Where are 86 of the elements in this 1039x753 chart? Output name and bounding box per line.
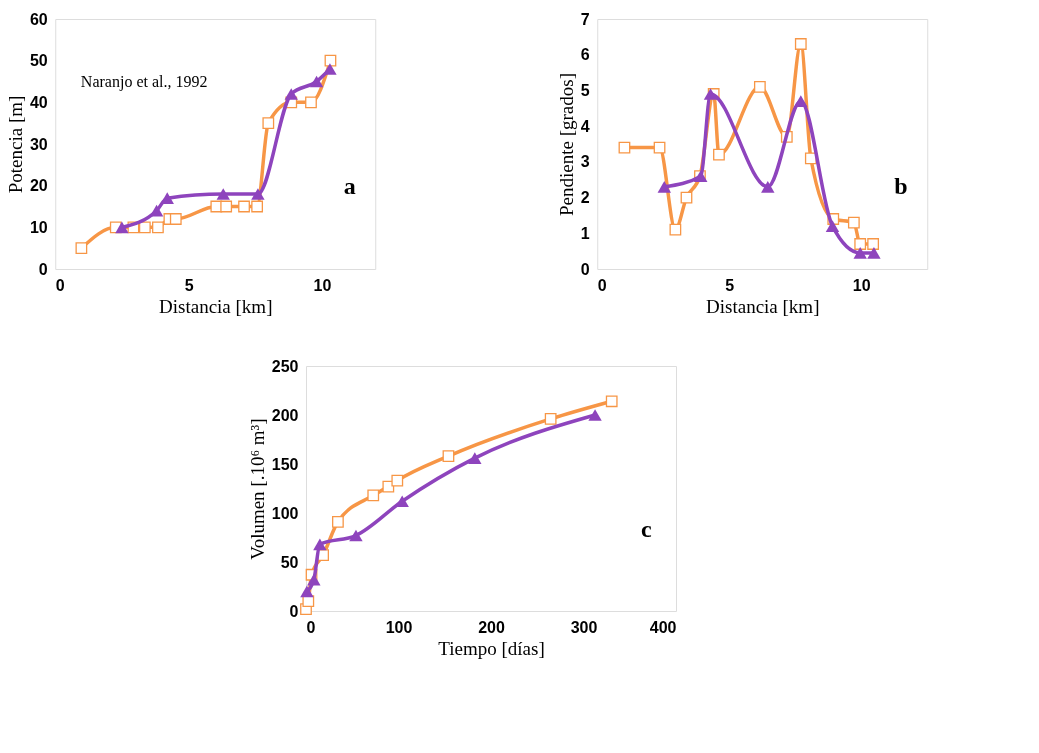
annotation: Naranjo et al., 1992 <box>80 72 208 91</box>
y-tick-label: 200 <box>271 406 299 424</box>
annotation: c <box>641 516 653 543</box>
point <box>605 395 618 408</box>
point <box>169 213 182 225</box>
y-tick-label: 5 <box>580 81 590 99</box>
point <box>825 220 840 232</box>
y-tick-label: 6 <box>580 46 590 64</box>
point <box>349 529 363 542</box>
y-tick-label: 7 <box>580 10 590 28</box>
point <box>307 573 321 586</box>
x-tick-label: 0 <box>597 276 607 294</box>
y-axis-title: Pendiente [grados] <box>555 73 577 216</box>
point <box>309 75 324 88</box>
y-tick-label: 40 <box>29 93 48 111</box>
point <box>761 181 775 193</box>
x-axis-title: Tiempo [días] <box>438 637 545 659</box>
y-tick-label: 30 <box>29 135 48 153</box>
point <box>468 452 482 464</box>
x-tick-label: 0 <box>306 618 316 636</box>
x-tick-label: 10 <box>313 276 332 294</box>
point <box>216 188 230 200</box>
x-tick-label: 5 <box>725 276 735 294</box>
point <box>324 54 337 67</box>
x-tick-label: 400 <box>649 618 677 636</box>
point <box>367 489 380 502</box>
point <box>867 238 880 250</box>
y-axis-title: Volumen [.10⁶ m³] <box>246 418 268 560</box>
y-tick-label: 0 <box>289 602 299 620</box>
point <box>75 242 88 255</box>
y-tick-label: 0 <box>38 260 48 278</box>
point <box>794 38 807 50</box>
point <box>220 200 233 213</box>
y-tick-label: 4 <box>580 117 590 135</box>
y-tick-label: 250 <box>271 357 299 375</box>
point <box>262 117 275 130</box>
point <box>138 221 151 234</box>
point <box>442 450 455 463</box>
x-axis-title: Distancia [km] <box>159 295 273 317</box>
y-tick-label: 2 <box>580 189 590 207</box>
point <box>251 200 264 213</box>
x-tick-label: 100 <box>385 618 413 636</box>
point <box>391 474 404 487</box>
point <box>251 188 265 200</box>
x-tick-label: 300 <box>570 618 598 636</box>
point <box>152 221 164 234</box>
y-tick-label: 10 <box>29 218 48 236</box>
y-tick-label: 20 <box>29 177 48 195</box>
point <box>332 515 344 528</box>
point <box>588 409 602 421</box>
point <box>395 495 409 508</box>
x-tick-label: 200 <box>478 618 505 636</box>
point <box>853 247 867 259</box>
point <box>305 96 317 109</box>
point <box>323 63 337 75</box>
x-tick-label: 5 <box>184 276 194 294</box>
point <box>847 216 860 229</box>
point <box>300 585 314 598</box>
y-axis-title: Potencia [m] <box>4 95 26 194</box>
x-axis-title: Distancia [km] <box>706 295 820 317</box>
point <box>238 200 250 213</box>
point <box>794 95 808 107</box>
y-tick-label: 60 <box>29 10 48 28</box>
x-tick-label: 10 <box>852 276 871 294</box>
y-tick-label: 50 <box>280 553 299 571</box>
y-tick-label: 1 <box>580 224 590 242</box>
point <box>669 223 682 236</box>
point <box>544 413 557 425</box>
point <box>703 88 718 100</box>
annotation: b <box>894 172 908 199</box>
point <box>284 88 298 100</box>
y-tick-label: 150 <box>271 455 299 473</box>
point <box>854 238 867 250</box>
point <box>160 192 174 204</box>
point <box>657 181 672 193</box>
point <box>867 247 881 259</box>
x-tick-label: 0 <box>55 276 65 294</box>
point <box>753 80 766 93</box>
y-tick-label: 3 <box>580 153 590 171</box>
y-tick-label: 50 <box>29 52 48 70</box>
annotation: a <box>343 172 356 199</box>
point <box>713 148 725 161</box>
point <box>115 221 129 234</box>
y-tick-label: 0 <box>580 260 590 278</box>
point <box>313 538 327 551</box>
y-tick-label: 100 <box>271 504 299 522</box>
